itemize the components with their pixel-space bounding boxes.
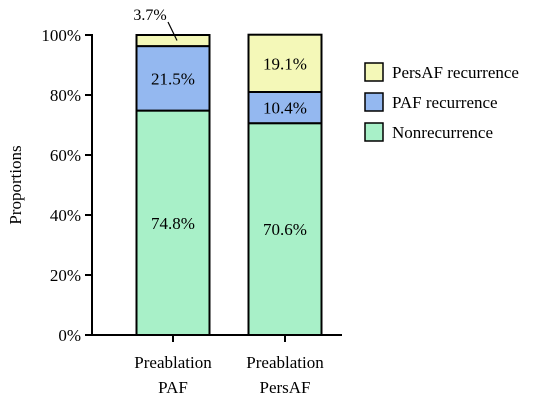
axes: 0% 20% 40% 60% 80% 100% Preablation PAF Preablat… [41,26,342,397]
y-tick-label: 20% [50,266,81,285]
x-tick-label: Preablation PAF [134,353,212,397]
legend-swatch [364,92,384,112]
y-tick-label: 40% [50,206,81,225]
data-label-leader [167,21,178,41]
data-label: 10.4% [263,99,307,118]
y-tick-label: 100% [41,26,81,45]
legend-entry: PersAF recurrence [392,63,519,82]
y-tick-label: 60% [50,146,81,165]
data-label: 19.1% [263,54,307,73]
y-tick-label: 0% [58,326,81,345]
legend-entry: Nonrecurrence [392,123,493,142]
legend-swatch [364,122,384,142]
data-label: 74.8% [151,214,195,233]
legend-swatch [364,62,384,82]
y-tick-label: 80% [50,86,81,105]
y-axis-title: Proportions [6,145,25,224]
legend: PersAF recurrence PAF recurrence Nonrecurr… [364,62,519,142]
bar-segment [247,33,323,93]
x-tick-label: Preablation PersAF [246,353,324,397]
data-label: 3.7% [133,7,166,24]
bars: 74.8% 21.5% 3.7% 70.6% 10.4% 19.1% [133,7,323,336]
bar-segment [135,34,211,48]
legend-entry: PAF recurrence [392,93,498,112]
data-label: 70.6% [263,220,307,239]
bar-segment [247,122,323,336]
data-label: 21.5% [151,69,195,88]
